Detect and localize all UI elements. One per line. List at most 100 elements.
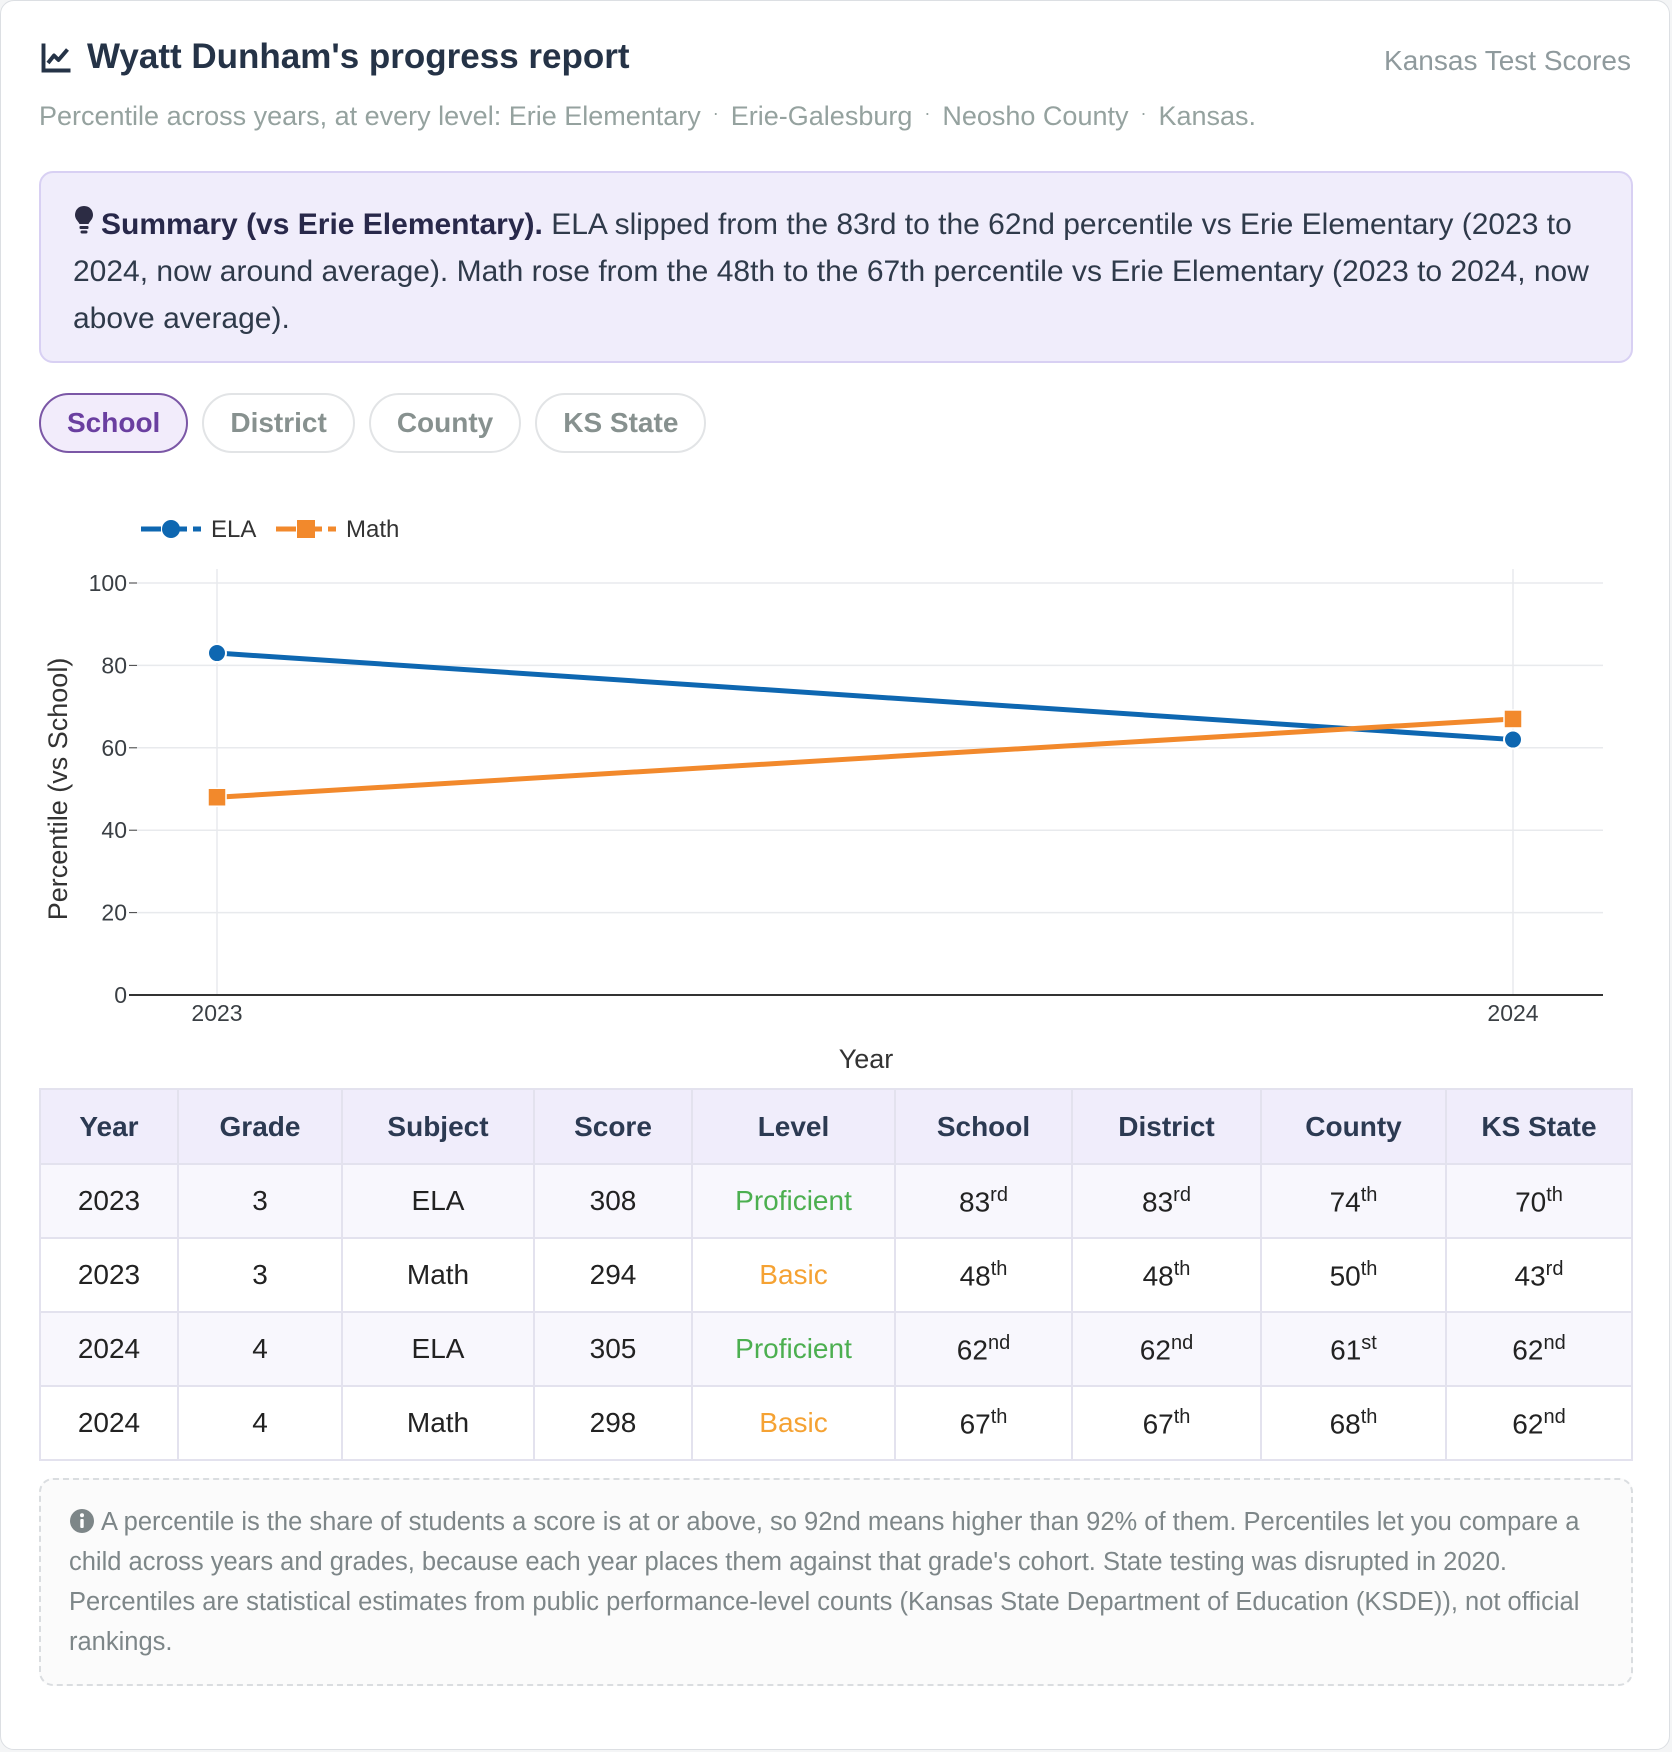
y-tick-label: 100 [89, 570, 127, 596]
col-level: Level [691, 1088, 896, 1165]
col-grade: Grade [177, 1088, 343, 1165]
cell-district-rank: 62nd [1071, 1311, 1262, 1387]
cell-district-rank: 67th [1071, 1385, 1262, 1461]
cell-school-rank: 62nd [894, 1311, 1073, 1387]
y-tick-label: 0 [114, 982, 127, 1008]
col-district: District [1071, 1088, 1262, 1165]
cell-district-rank: 48th [1071, 1237, 1262, 1313]
cell-grade: 4 [177, 1311, 343, 1387]
summary-box: Summary (vs Erie Elementary). ELA slippe… [39, 171, 1633, 363]
cell-grade: 3 [177, 1237, 343, 1313]
chart-axes: 0 20 40 60 80 100 2023 2024 Year Percentile (vs S… [43, 570, 1603, 1074]
cell-year: 2023 [39, 1163, 179, 1239]
legend-marker-ela [162, 520, 180, 538]
series-line-math [216, 716, 1514, 800]
cell-level: Proficient [691, 1311, 896, 1387]
col-school: School [894, 1088, 1073, 1165]
cell-subject: Math [341, 1237, 535, 1313]
separator-dot: · [924, 103, 931, 123]
table-body: 2023 3 ELA 308 Proficient 83rd 83rd 74th 70th 202… [39, 1163, 1633, 1461]
y-tick-label: 60 [101, 735, 127, 761]
legend-label-ela: ELA [211, 516, 256, 543]
chart-series [207, 643, 1523, 807]
cell-county-rank: 61st [1260, 1311, 1447, 1387]
level-school: Erie Elementary [508, 101, 701, 131]
series-line-ela [216, 650, 1514, 743]
cell-score: 298 [533, 1385, 693, 1461]
x-tick-label: 2023 [191, 1000, 242, 1026]
summary-heading: Summary (vs Erie Elementary). [101, 208, 543, 241]
table-row: 2023 3 ELA 308 Proficient 83rd 83rd 74th 70th [39, 1163, 1633, 1239]
y-axis-title: Percentile (vs School) [43, 658, 73, 921]
tab-school[interactable]: School [39, 393, 189, 453]
subtitle-prefix: Percentile across years, at every level: [39, 101, 509, 131]
cell-district-rank: 83rd [1071, 1163, 1262, 1239]
cell-state-rank: 43rd [1445, 1237, 1633, 1313]
col-ks-state: KS State [1445, 1088, 1633, 1165]
cell-county-rank: 74th [1260, 1163, 1447, 1239]
cell-level: Basic [691, 1237, 896, 1313]
cell-year: 2024 [39, 1385, 179, 1461]
y-tick-label: 80 [101, 652, 127, 678]
col-score: Score [533, 1088, 693, 1165]
data-point-ela [1503, 729, 1523, 750]
page-title: Wyatt Dunham's progress report [39, 37, 630, 77]
cell-year: 2023 [39, 1237, 179, 1313]
percentile-line-chart: 0 20 40 60 80 100 2023 2024 Year Percentile (vs S… [43, 516, 1603, 1074]
chart-legend: ELA Math [141, 516, 399, 543]
legend-marker-math [297, 520, 315, 538]
brand-label: Kansas Test Scores [1384, 45, 1631, 76]
level-county: Neosho County [942, 101, 1129, 131]
chart-gridlines [129, 569, 1603, 995]
cell-county-rank: 50th [1260, 1237, 1447, 1313]
lightbulb-icon [75, 206, 93, 234]
cell-subject: ELA [341, 1163, 535, 1239]
summary-text: ELA slipped from the 83rd to the 62nd pe… [73, 208, 1589, 335]
cell-school-rank: 67th [894, 1385, 1073, 1461]
legend-label-math: Math [346, 516, 399, 543]
scores-table: Year Grade Subject Score Level School Di… [39, 1088, 1633, 1461]
cell-year: 2024 [39, 1311, 179, 1387]
data-point-math [207, 787, 227, 807]
table-header-row: Year Grade Subject Score Level School Di… [39, 1088, 1633, 1165]
cell-school-rank: 48th [894, 1237, 1073, 1313]
data-point-math [1503, 709, 1523, 729]
tab-county[interactable]: County [368, 393, 522, 453]
level-district: Erie-Galesburg [730, 101, 913, 131]
footnote-text: A percentile is the share of students a … [69, 1508, 1580, 1656]
cell-subject: Math [341, 1385, 535, 1461]
level-tabs: School District County KS State [39, 393, 707, 453]
x-axis-title: Year [839, 1044, 894, 1074]
x-tick-label: 2024 [1487, 1000, 1538, 1026]
cell-grade: 4 [177, 1385, 343, 1461]
col-county: County [1260, 1088, 1447, 1165]
cell-county-rank: 68th [1260, 1385, 1447, 1461]
level-state: Kansas. [1158, 101, 1257, 131]
tab-ks-state[interactable]: KS State [535, 393, 707, 453]
cell-subject: ELA [341, 1311, 535, 1387]
page-title-text: Wyatt Dunham's progress report [87, 37, 630, 76]
table-row: 2024 4 ELA 305 Proficient 62nd 62nd 61st 62nd [39, 1311, 1633, 1387]
info-icon [70, 1509, 94, 1533]
y-tick-label: 40 [101, 817, 127, 843]
cell-state-rank: 62nd [1445, 1311, 1633, 1387]
table-row: 2024 4 Math 298 Basic 67th 67th 68th 62nd [39, 1385, 1633, 1461]
col-year: Year [39, 1088, 179, 1165]
cell-level: Proficient [691, 1163, 896, 1239]
cell-score: 308 [533, 1163, 693, 1239]
data-point-ela [207, 643, 227, 664]
tab-district[interactable]: District [202, 393, 355, 453]
col-subject: Subject [341, 1088, 535, 1165]
y-tick-label: 20 [101, 900, 127, 926]
cell-score: 294 [533, 1237, 693, 1313]
separator-dot: · [1140, 103, 1147, 123]
line-chart-icon [41, 43, 71, 73]
separator-dot: · [712, 103, 719, 123]
cell-level: Basic [691, 1385, 896, 1461]
cell-state-rank: 62nd [1445, 1385, 1633, 1461]
cell-score: 305 [533, 1311, 693, 1387]
table-row: 2023 3 Math 294 Basic 48th 48th 50th 43rd [39, 1237, 1633, 1313]
cell-school-rank: 83rd [894, 1163, 1073, 1239]
cell-grade: 3 [177, 1163, 343, 1239]
